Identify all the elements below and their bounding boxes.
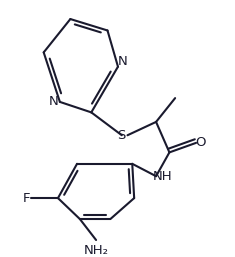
- Text: O: O: [196, 136, 206, 149]
- Text: F: F: [23, 192, 30, 205]
- Text: NH₂: NH₂: [84, 244, 109, 257]
- Text: N: N: [118, 56, 128, 68]
- Text: N: N: [48, 95, 58, 108]
- Text: NH: NH: [153, 170, 172, 183]
- Text: S: S: [118, 129, 126, 142]
